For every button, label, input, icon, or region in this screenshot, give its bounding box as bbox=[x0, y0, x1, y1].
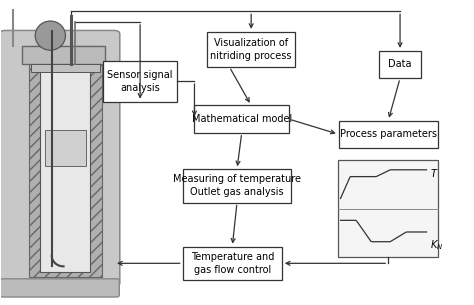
Text: Data: Data bbox=[388, 59, 412, 70]
Ellipse shape bbox=[35, 21, 65, 50]
Text: Measuring of temperature
Outlet gas analysis: Measuring of temperature Outlet gas anal… bbox=[173, 174, 301, 197]
FancyBboxPatch shape bbox=[29, 46, 102, 277]
FancyBboxPatch shape bbox=[0, 30, 120, 287]
Text: $T$: $T$ bbox=[430, 167, 438, 179]
FancyBboxPatch shape bbox=[22, 46, 105, 64]
FancyBboxPatch shape bbox=[182, 247, 282, 280]
FancyBboxPatch shape bbox=[40, 55, 91, 272]
Text: $K_N$: $K_N$ bbox=[430, 238, 443, 252]
FancyBboxPatch shape bbox=[379, 51, 421, 78]
Text: Mathematical model: Mathematical model bbox=[191, 114, 292, 124]
FancyBboxPatch shape bbox=[40, 33, 61, 46]
FancyBboxPatch shape bbox=[208, 32, 295, 67]
FancyBboxPatch shape bbox=[31, 63, 100, 72]
Text: Visualization of
nitriding process: Visualization of nitriding process bbox=[210, 38, 292, 61]
FancyBboxPatch shape bbox=[194, 106, 289, 133]
Text: Process parameters: Process parameters bbox=[340, 129, 437, 139]
FancyBboxPatch shape bbox=[338, 160, 438, 257]
FancyBboxPatch shape bbox=[45, 130, 86, 166]
FancyBboxPatch shape bbox=[182, 169, 292, 203]
Text: Temperature and
gas flow control: Temperature and gas flow control bbox=[191, 252, 274, 275]
FancyBboxPatch shape bbox=[338, 120, 438, 148]
FancyBboxPatch shape bbox=[0, 279, 119, 297]
FancyBboxPatch shape bbox=[103, 61, 177, 102]
Text: Sensor signal
analysis: Sensor signal analysis bbox=[108, 70, 173, 92]
